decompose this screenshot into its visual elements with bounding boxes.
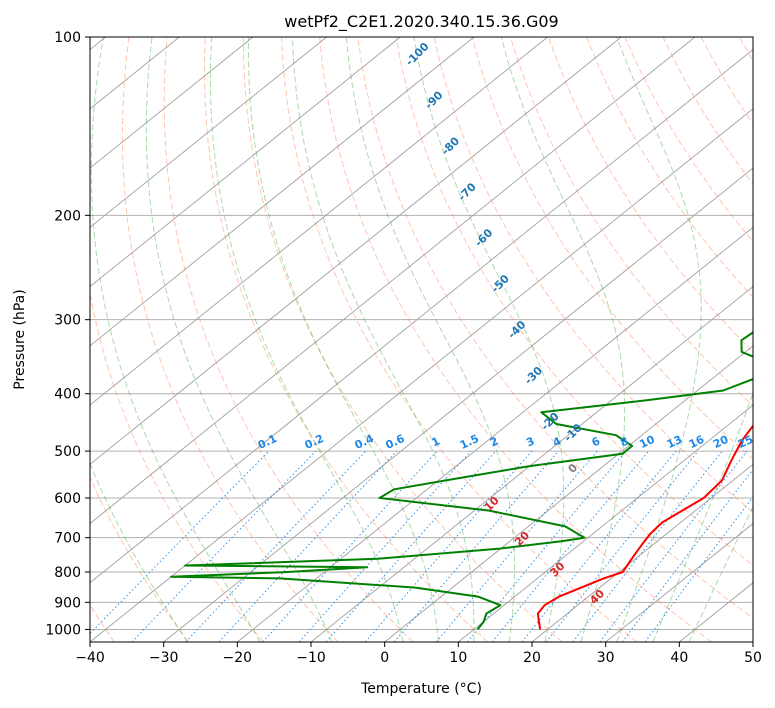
moist-adiabat-line bbox=[90, 462, 188, 642]
moist-adiabat-line bbox=[616, 37, 702, 642]
moist-adiabat-line bbox=[292, 37, 475, 642]
moist-adiabat-line bbox=[209, 37, 404, 642]
mixing-ratio-line bbox=[185, 450, 367, 642]
profiles bbox=[170, 331, 753, 631]
isotherm-line bbox=[237, 226, 753, 642]
x-axis-label: Temperature (°C) bbox=[360, 681, 482, 697]
mixing-ratio-line bbox=[467, 450, 627, 642]
moist-adiabat-line bbox=[688, 505, 753, 642]
x-tick-label: 0 bbox=[380, 650, 389, 666]
isotherm-line bbox=[90, 108, 753, 642]
x-tick-label: −40 bbox=[75, 650, 105, 666]
dry-adiabat-line bbox=[357, 37, 753, 619]
y-axis-label: Pressure (hPa) bbox=[12, 289, 28, 389]
isotherm-line bbox=[90, 37, 475, 347]
moist-adiabat-line bbox=[413, 37, 565, 642]
temperature-profile bbox=[536, 424, 753, 630]
moist-adiabat-line bbox=[145, 37, 333, 642]
mixing-ratio-line bbox=[262, 450, 438, 642]
x-tick-label: −20 bbox=[223, 650, 253, 666]
dry-adiabat-line bbox=[163, 37, 414, 642]
mixing-ratio-line bbox=[521, 450, 677, 642]
dry-adiabat-line bbox=[203, 37, 488, 642]
mixing-ratio-label: 10 bbox=[637, 433, 657, 451]
dry-adiabat-line bbox=[471, 37, 753, 460]
isotherm-line bbox=[90, 37, 622, 465]
mixing-ratio-line bbox=[325, 450, 497, 642]
dry-adiabat-line bbox=[433, 37, 753, 513]
mixing-ratio-label: 25 bbox=[736, 433, 755, 451]
isotherm-line bbox=[90, 37, 548, 406]
dry-adiabat-line bbox=[90, 475, 190, 642]
dry-adiabat-line bbox=[90, 37, 264, 642]
mixing-ratio-line bbox=[436, 450, 598, 642]
isotherm-line bbox=[90, 37, 696, 525]
isotherm-line bbox=[90, 37, 254, 169]
mixing-ratio-line bbox=[599, 450, 748, 642]
dry-adiabat-line bbox=[548, 37, 753, 353]
y-tick-label: 900 bbox=[54, 595, 81, 611]
mixing-ratio-label: 20 bbox=[711, 433, 731, 451]
isotherm-line bbox=[310, 285, 753, 642]
x-tick-label: 20 bbox=[523, 650, 541, 666]
isotherm-line bbox=[458, 404, 753, 642]
y-tick-label: 500 bbox=[54, 444, 81, 460]
dry-adiabat-line bbox=[586, 37, 753, 298]
mixing-ratio-label: 13 bbox=[665, 433, 684, 451]
mixing-ratio-line bbox=[218, 450, 397, 642]
mixing-ratio-line bbox=[491, 450, 649, 642]
x-tick-label: −10 bbox=[296, 650, 326, 666]
y-tick-label: 800 bbox=[54, 565, 81, 581]
isotherm-line bbox=[531, 463, 753, 642]
isotherm-line bbox=[90, 37, 327, 228]
mixing-ratio-line bbox=[644, 496, 753, 642]
chart-title: wetPf2_C2E1.2020.340.15.36.G09 bbox=[284, 12, 558, 32]
y-tick-label: 200 bbox=[54, 208, 81, 224]
mixing-ratio-line bbox=[90, 450, 270, 635]
moist-adiabat-line bbox=[90, 37, 261, 642]
x-tick-label: 50 bbox=[744, 650, 762, 666]
moist-adiabat-line bbox=[652, 391, 753, 642]
isotherm-line bbox=[90, 37, 401, 288]
dry-adiabat-line bbox=[319, 37, 713, 642]
mixing-ratio-line bbox=[298, 450, 472, 642]
x-tick-label: 30 bbox=[597, 650, 615, 666]
x-tick-label: 40 bbox=[670, 650, 688, 666]
y-tick-label: 700 bbox=[54, 531, 81, 547]
x-tick-label: −30 bbox=[149, 650, 179, 666]
y-tick-label: 300 bbox=[54, 313, 81, 329]
y-tick-label: 100 bbox=[54, 30, 81, 46]
axes: −40 −30 −20 −10 0 10 20 30 40 50 100 200 300 400 500 60… bbox=[45, 30, 762, 666]
y-tick-label: 400 bbox=[54, 387, 81, 403]
mixing-ratio-line bbox=[621, 468, 753, 642]
dry-adiabat-line bbox=[509, 37, 753, 407]
y-tick-label: 600 bbox=[54, 491, 81, 507]
isotherm-line bbox=[90, 48, 753, 584]
isotherm-line bbox=[163, 167, 753, 642]
moist-adiabat-line bbox=[345, 37, 515, 642]
isotherm-line bbox=[384, 345, 753, 642]
x-tick-label: 10 bbox=[449, 650, 467, 666]
mixing-ratio-line bbox=[545, 450, 699, 642]
dewpoint-profile bbox=[170, 331, 753, 631]
background-lines bbox=[90, 37, 753, 642]
mixing-ratio-label: 16 bbox=[687, 433, 707, 451]
dry-adiabat-line bbox=[395, 37, 753, 566]
moist-adiabat-line bbox=[247, 37, 439, 642]
y-tick-label: 1000 bbox=[45, 622, 81, 638]
dry-adiabat-line bbox=[281, 37, 638, 642]
isotherm-line bbox=[605, 522, 753, 642]
plot-frame bbox=[89, 36, 754, 643]
